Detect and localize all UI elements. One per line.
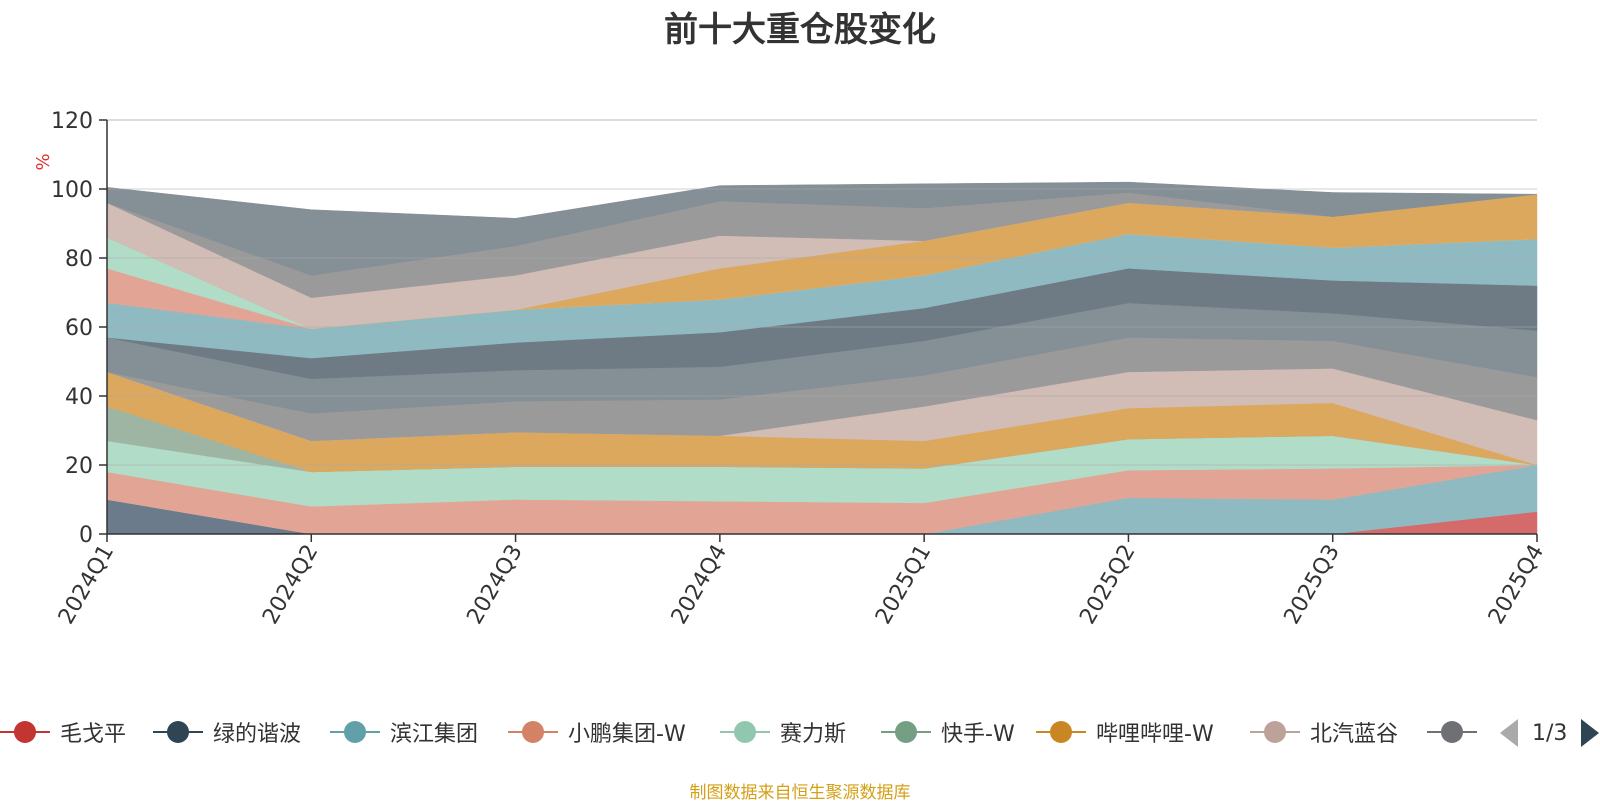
legend-swatch-icon [330, 716, 380, 748]
legend-swatch-icon [508, 716, 558, 748]
x-tick-label: 2025Q3 [1280, 541, 1345, 629]
legend-item[interactable]: 赛力斯 [720, 716, 846, 748]
prev-page-icon[interactable] [1500, 719, 1518, 747]
x-tick-label: 2024Q4 [667, 541, 732, 629]
y-tick-label: 40 [65, 385, 93, 410]
area-chart: 0 20 40 60 80 100 120% 2024Q1 2024Q2 2024Q3 2024Q4… [33, 109, 1549, 629]
legend-label: 绿的谐波 [213, 722, 302, 747]
legend-label: 赛力斯 [780, 722, 847, 747]
x-tick-label: 2025Q1 [871, 541, 936, 629]
legend-label: 滨江集团 [390, 722, 479, 747]
legend-swatch-icon [1427, 716, 1477, 748]
chart-title: 前十大重仓股变化 [664, 10, 936, 50]
x-tick-label: 2024Q1 [54, 541, 119, 629]
legend-item[interactable]: 滨江集团 [330, 716, 478, 748]
source-note: 制图数据来自恒生聚源数据库 [689, 783, 911, 803]
area-series-17 [106, 181, 1538, 276]
legend-label: 小鹏集团-W [568, 722, 686, 747]
plot-areas [106, 181, 1538, 535]
legend-item[interactable]: 快手-W [881, 716, 1015, 748]
y-tick-label: 60 [65, 316, 93, 341]
legend-label: 毛戈平 [60, 722, 127, 747]
legend-swatch-icon [0, 716, 50, 748]
legend-item[interactable]: 绿的谐波 [153, 716, 301, 748]
legend-swatch-icon [153, 716, 203, 748]
x-tick-label: 2024Q3 [462, 541, 527, 629]
y-tick-label: 80 [65, 247, 93, 272]
axes [99, 119, 1538, 542]
legend-label: 北汽蓝谷 [1310, 722, 1399, 747]
y-tick-label: 120 [51, 109, 93, 134]
y-tick-label: 100 [51, 178, 93, 203]
legend-label: 快手-W [941, 722, 1015, 747]
next-page-icon[interactable] [1581, 719, 1600, 747]
legend-swatch-icon [881, 716, 931, 748]
x-tick-label: 2025Q2 [1075, 541, 1140, 629]
legend-swatch-icon [1036, 716, 1086, 748]
legend-item[interactable]: 小鹏集团-W [508, 716, 686, 748]
legend-item[interactable]: 哔哩哔哩-W [1036, 716, 1214, 748]
legend-item[interactable]: 北汽蓝谷 [1250, 716, 1398, 748]
y-tick-label: 0 [79, 523, 93, 548]
legend-swatch-icon [720, 716, 770, 748]
legend-page-indicator: 1/3 [1532, 720, 1568, 746]
x-tick-label: 2025Q4 [1484, 541, 1549, 629]
legend-item[interactable] [1427, 716, 1477, 748]
legend: 毛戈平 绿的谐波 滨江集团 小鹏集团-W 赛力斯 快手-W 哔哩哔哩-W 北汽蓝谷 [0, 716, 1600, 756]
x-tick-label: 2024Q2 [258, 541, 323, 629]
legend-pager: 1/3 [1500, 716, 1600, 750]
legend-label: 哔哩哔哩-W [1096, 722, 1214, 747]
legend-item[interactable]: 毛戈平 [0, 716, 126, 748]
legend-swatch-icon [1250, 716, 1300, 748]
y-axis-unit-label: % [33, 153, 54, 170]
y-tick-label: 20 [65, 454, 93, 479]
